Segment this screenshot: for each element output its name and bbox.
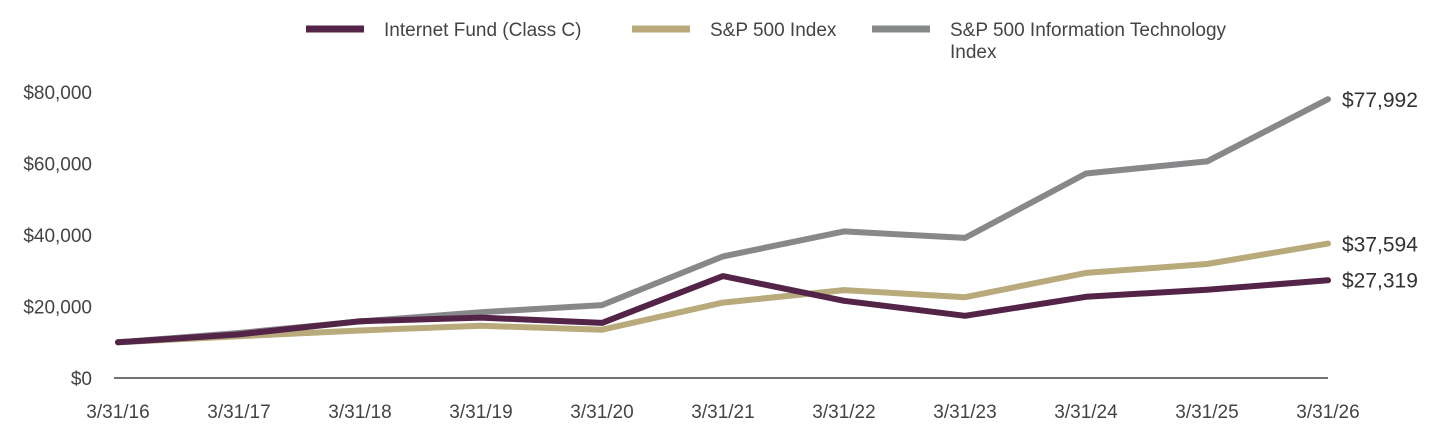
- x-tick-label: 3/31/17: [207, 402, 270, 423]
- legend-label: S&P 500 Information Technology: [950, 20, 1227, 41]
- x-axis: 3/31/16 3/31/17 3/31/18 3/31/19 3/31/20 3/31/…: [86, 377, 1360, 423]
- end-value-label: $37,594: [1342, 234, 1418, 257]
- x-tick-label: 3/31/25: [1175, 402, 1238, 423]
- series-line: [115, 273, 1331, 346]
- y-tick-label: $80,000: [23, 83, 92, 104]
- end-value-label: $27,319: [1342, 269, 1418, 292]
- y-tick-label: $0: [71, 369, 92, 390]
- y-axis: $0 $20,000 $40,000 $60,000 $80,000: [23, 83, 92, 390]
- legend-label: Index: [950, 42, 997, 63]
- x-tick-label: 3/31/19: [449, 402, 512, 423]
- y-tick-label: $20,000: [23, 298, 92, 319]
- y-tick-label: $60,000: [23, 155, 92, 176]
- legend-label: S&P 500 Index: [710, 20, 837, 41]
- x-tick-label: 3/31/18: [328, 402, 391, 423]
- series-lines: [115, 96, 1331, 346]
- x-tick-label: 3/31/24: [1054, 402, 1118, 423]
- y-tick-label: $40,000: [23, 226, 92, 247]
- x-tick-label: 3/31/26: [1296, 402, 1359, 423]
- chart-legend: Internet Fund (Class C) S&P 500 Index S&P …: [306, 20, 1227, 63]
- end-value-labels: $27,319 $37,594 $77,992: [1342, 89, 1418, 292]
- series-line: [115, 96, 1331, 346]
- x-tick-label: 3/31/16: [86, 402, 149, 423]
- end-value-label: $77,992: [1342, 89, 1418, 112]
- x-tick-label: 3/31/22: [812, 402, 875, 423]
- x-tick-label: 3/31/20: [570, 402, 633, 423]
- x-tick-label: 3/31/23: [933, 402, 996, 423]
- series-line: [115, 240, 1331, 346]
- legend-label: Internet Fund (Class C): [384, 20, 581, 41]
- x-tick-label: 3/31/21: [691, 402, 754, 423]
